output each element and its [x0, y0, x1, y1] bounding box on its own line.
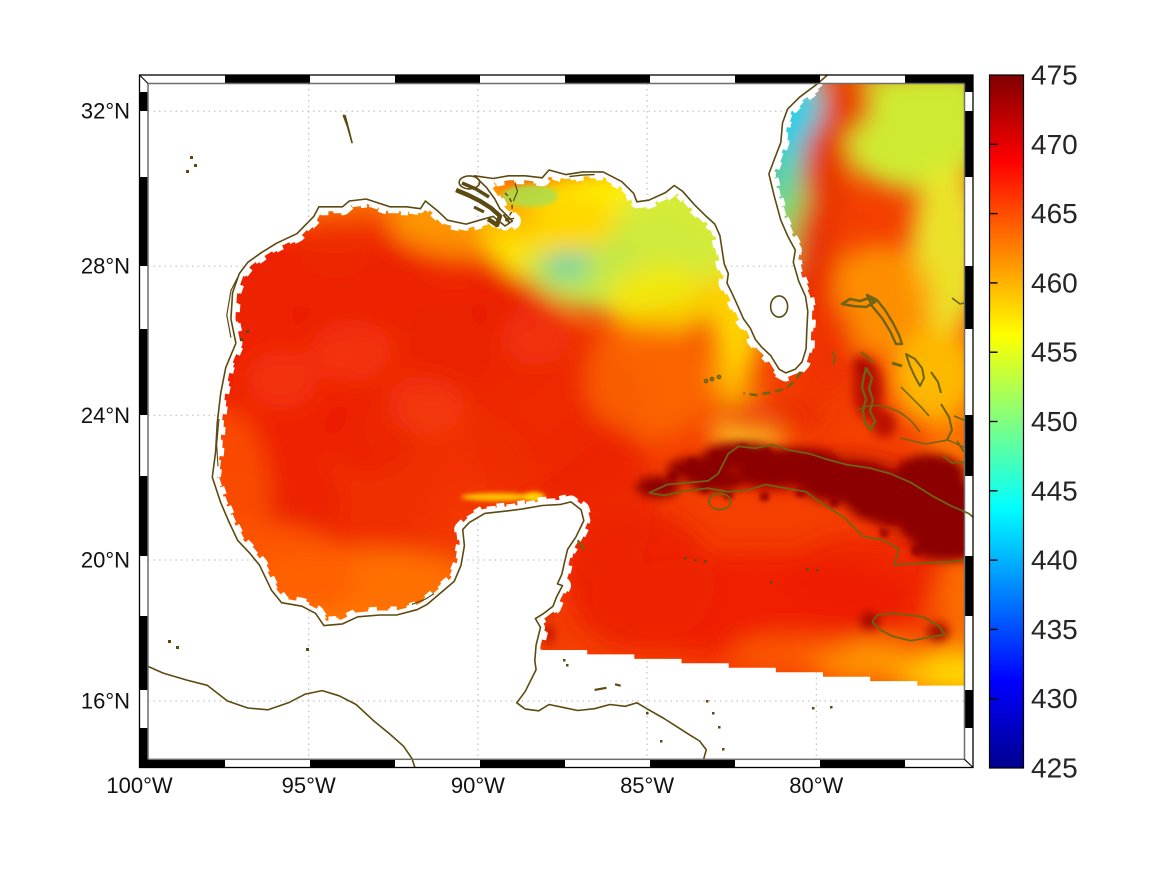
svg-text:450: 450 — [1031, 406, 1078, 437]
svg-text:24°N: 24°N — [81, 403, 130, 428]
svg-text:430: 430 — [1031, 683, 1078, 714]
svg-text:85°W: 85°W — [620, 773, 674, 798]
svg-text:28°N: 28°N — [81, 254, 130, 279]
svg-text:95°W: 95°W — [282, 773, 336, 798]
svg-text:16°N: 16°N — [81, 689, 130, 714]
svg-text:435: 435 — [1031, 614, 1078, 645]
svg-text:80°W: 80°W — [789, 773, 843, 798]
svg-text:100°W: 100°W — [106, 773, 173, 798]
svg-text:20°N: 20°N — [81, 548, 130, 573]
svg-text:425: 425 — [1031, 753, 1078, 784]
svg-text:465: 465 — [1031, 198, 1078, 229]
svg-text:445: 445 — [1031, 475, 1078, 506]
svg-text:475: 475 — [1031, 60, 1078, 91]
svg-text:90°W: 90°W — [451, 773, 505, 798]
svg-text:440: 440 — [1031, 545, 1078, 576]
svg-text:32°N: 32°N — [81, 99, 130, 124]
svg-text:470: 470 — [1031, 129, 1078, 160]
svg-text:460: 460 — [1031, 267, 1078, 298]
svg-text:455: 455 — [1031, 337, 1078, 368]
